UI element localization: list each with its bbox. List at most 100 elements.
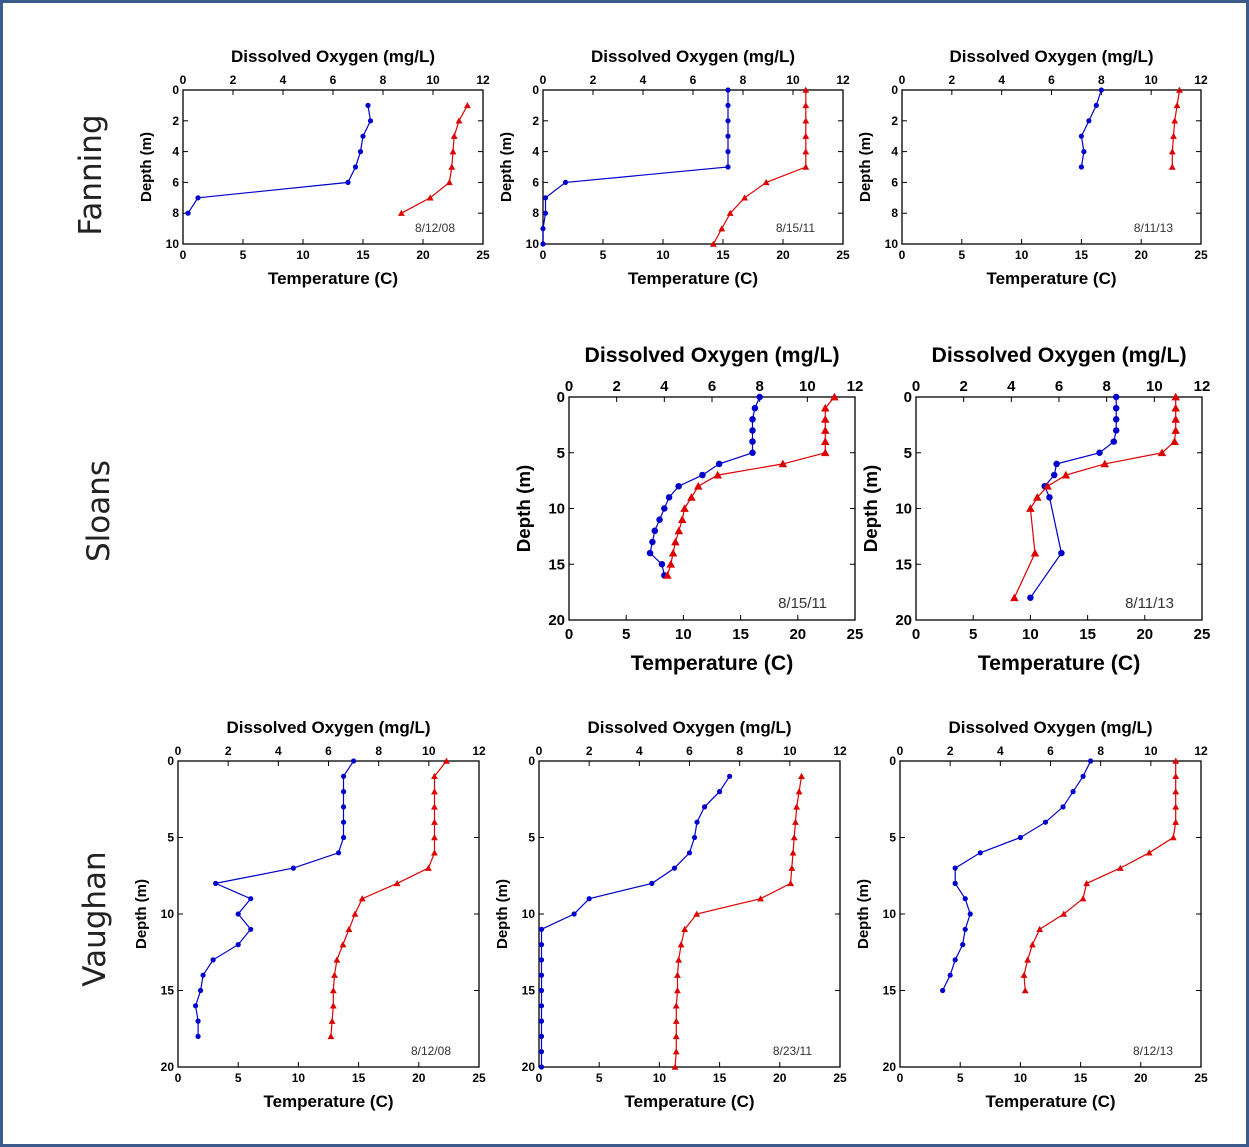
temp-tick-label: 5 (235, 1071, 242, 1085)
temperature-point (431, 849, 438, 856)
do-tick-label: 12 (833, 744, 847, 758)
dissolved-oxygen-point (694, 819, 700, 825)
temperature-point (726, 209, 734, 216)
depth-tick-label: 15 (161, 984, 175, 998)
depth-tick-label: 5 (528, 831, 535, 845)
temperature-point (425, 864, 432, 871)
dissolved-oxygen-point (661, 505, 668, 512)
temperature-point (328, 1017, 336, 1024)
temp-tick-label: 20 (1136, 626, 1153, 643)
dissolved-oxygen-point (213, 880, 219, 887)
do-axis-title: Dissolved Oxygen (mg/L) (587, 718, 791, 737)
temperature-point (671, 1063, 679, 1070)
depth-axis-title: Depth (m) (494, 879, 511, 949)
temp-tick-label: 25 (836, 248, 850, 262)
dissolved-oxygen-point (540, 226, 546, 232)
temperature-point (687, 493, 696, 501)
temp-tick-label: 10 (1015, 248, 1029, 262)
dissolved-oxygen-point (340, 834, 347, 841)
depth-tick-label: 10 (522, 907, 536, 921)
dissolved-oxygen-point (727, 773, 733, 779)
temperature-point (1168, 148, 1176, 155)
depth-tick-label: 2 (532, 114, 539, 128)
do-tick-label: 12 (836, 73, 850, 87)
temperature-point (788, 864, 796, 871)
dissolved-oxygen-point (658, 561, 666, 568)
dissolved-oxygen-line (1080, 89, 1102, 168)
dissolved-oxygen-point (725, 102, 731, 108)
temp-tick-label: 25 (833, 1071, 847, 1085)
depth-tick-label: 0 (528, 754, 535, 768)
temperature-point (327, 1033, 335, 1040)
temperature-point (790, 834, 798, 841)
dissolved-oxygen-line (649, 396, 761, 576)
dissolved-oxygen-point (538, 1049, 545, 1055)
temperature-point (1083, 880, 1091, 887)
do-tick-label: 4 (997, 744, 1004, 758)
depth-tick-label: 10 (885, 237, 899, 251)
do-tick-label: 10 (786, 73, 800, 87)
dissolved-oxygen-point (967, 911, 973, 917)
temp-tick-label: 25 (1194, 1071, 1208, 1085)
dissolved-oxygen-point (345, 179, 351, 185)
dissolved-oxygen-point (200, 972, 206, 978)
temp-tick-label: 5 (622, 626, 630, 643)
depth-tick-label: 20 (522, 1060, 536, 1074)
temperature-point (1024, 956, 1032, 963)
temp-tick-label: 0 (180, 248, 187, 262)
temperature-point (446, 179, 453, 186)
temperature-point (1145, 849, 1153, 856)
dissolved-oxygen-point (195, 1018, 201, 1024)
do-tick-label: 4 (280, 73, 287, 87)
temperature-point (1079, 895, 1087, 902)
dissolved-oxygen-point (210, 957, 216, 963)
temperature-line (674, 776, 803, 1068)
dissolved-oxygen-point (952, 880, 958, 887)
do-axis-title: Dissolved Oxygen (mg/L) (226, 718, 430, 737)
dissolved-oxygen-point (542, 195, 549, 201)
temp-tick-label: 0 (565, 626, 573, 643)
dissolved-oxygen-point (357, 149, 364, 155)
depth-tick-label: 8 (172, 206, 179, 220)
temp-tick-label: 5 (600, 248, 607, 262)
depth-tick-label: 5 (889, 831, 896, 845)
dissolved-oxygen-point (1086, 118, 1092, 124)
dissolved-oxygen-point (960, 942, 966, 948)
temperature-point (339, 941, 347, 948)
dissolved-oxygen-point (586, 896, 592, 902)
dissolved-oxygen-point (749, 449, 756, 456)
dissolved-oxygen-point (538, 1018, 545, 1024)
dissolved-oxygen-point (1078, 133, 1084, 139)
temperature-point (1026, 504, 1035, 512)
temp-tick-label: 15 (1075, 248, 1089, 262)
dissolved-oxygen-point (538, 926, 545, 932)
do-tick-label: 10 (426, 73, 440, 87)
do-tick-label: 12 (1194, 73, 1208, 87)
temperature-point (674, 987, 681, 994)
temperature-point (672, 1017, 680, 1024)
depth-tick-label: 20 (895, 612, 912, 629)
do-tick-label: 10 (1146, 378, 1163, 395)
temperature-point (757, 895, 764, 902)
do-tick-label: 0 (899, 73, 906, 87)
dissolved-oxygen-point (538, 1003, 545, 1009)
dissolved-oxygen-point (952, 865, 958, 871)
dissolved-oxygen-point (725, 164, 731, 170)
dissolved-oxygen-point (649, 880, 655, 887)
temperature-point (1170, 132, 1177, 139)
temp-tick-label: 10 (653, 1071, 667, 1085)
dissolved-oxygen-point (940, 987, 946, 994)
dissolved-oxygen-point (248, 896, 254, 902)
temperature-line (1171, 89, 1181, 167)
temp-tick-label: 5 (240, 248, 247, 262)
date-label: 8/11/13 (1134, 221, 1173, 235)
temp-tick-label: 20 (416, 248, 430, 262)
temperature-point (329, 987, 337, 994)
dissolved-oxygen-point (1096, 449, 1103, 456)
dissolved-oxygen-point (717, 789, 723, 795)
do-tick-label: 2 (225, 744, 232, 758)
temp-tick-label: 5 (969, 626, 977, 643)
dissolved-oxygen-point (691, 834, 698, 841)
temperature-point (672, 1048, 680, 1055)
